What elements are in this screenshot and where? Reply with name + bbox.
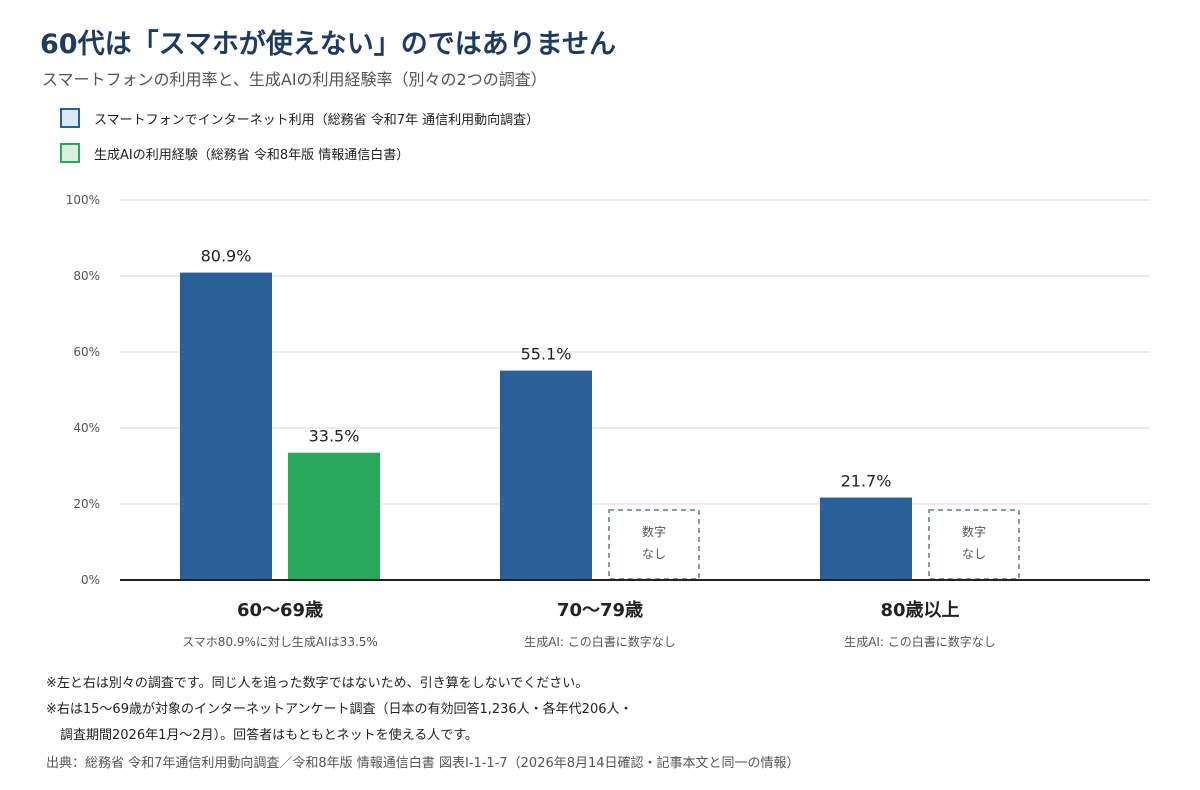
x-category-label: 70〜79歳 [557,600,643,621]
y-tick-label: 0% [81,573,100,587]
bar [180,272,272,580]
data-label: 33.5% [309,427,360,446]
x-category-note: 生成AI: この白書に数字なし [524,634,676,649]
bar [288,452,380,580]
x-category-label: 60〜69歳 [237,600,323,621]
data-label: 55.1% [521,345,572,364]
page-title: 60代は「スマホが使えない」のではありません [40,29,616,60]
no-data-label: なし [962,547,986,561]
no-data-label: 数字 [962,524,986,539]
no-data-label: 数字 [642,524,666,539]
no-data-box [608,509,700,580]
note-2: ※右は15〜69歳が対象のインターネットアンケート調査（日本の有効回答1,236… [46,702,633,717]
x-category-note: スマホ80.9%に対し生成AIは33.5% [182,635,378,649]
legend: スマートフォンでインターネット利用（総務省 令和7年 通信利用動向調査） 生成A… [60,106,539,176]
no-data-label: なし [642,547,666,561]
x-category-label: 80歳以上 [880,600,959,621]
bar [820,497,912,580]
bar-chart: 0% 20% 40% 60% 80% 100% 80.9% 33.5% 60〜69歳スマホ80.… [66,193,1150,649]
legend-swatch-genai [60,143,80,163]
legend-label-genai: 生成AIの利用経験（総務省 令和8年版 情報通信白書） [94,147,410,163]
legend-item-smartphone: スマートフォンでインターネット利用（総務省 令和7年 通信利用動向調査） [60,106,539,130]
legend-label-smartphone: スマートフォンでインターネット利用（総務省 令和7年 通信利用動向調査） [94,112,540,128]
legend-item-genai: 生成AIの利用経験（総務省 令和8年版 情報通信白書） [60,141,539,165]
y-tick-label: 100% [66,193,100,207]
page-subtitle: スマートフォンの利用率と、生成AIの利用経験率（別々の2つの調査） [42,70,547,89]
bar [500,370,592,580]
no-data-box [928,509,1020,580]
data-label: 21.7% [841,472,892,491]
x-category-note: 生成AI: この白書に数字なし [844,634,996,649]
legend-swatch-smartphone [60,108,80,128]
note-1: ※左と右は別々の調査です。同じ人を追った数字ではないため、引き算をしないでくださ… [46,676,589,691]
y-tick-label: 40% [73,421,100,435]
y-tick-label: 80% [73,269,100,283]
y-tick-label: 20% [73,497,100,511]
y-tick-label: 60% [73,345,100,359]
note-3: 調査期間2026年1月〜2月）。回答者はもともとネットを使える人です。 [60,728,478,743]
data-label: 80.9% [201,247,252,266]
source-note: 出典：総務省 令和7年通信利用動向調査／令和8年版 情報通信白書 図表Ⅰ-1-1… [46,756,800,771]
